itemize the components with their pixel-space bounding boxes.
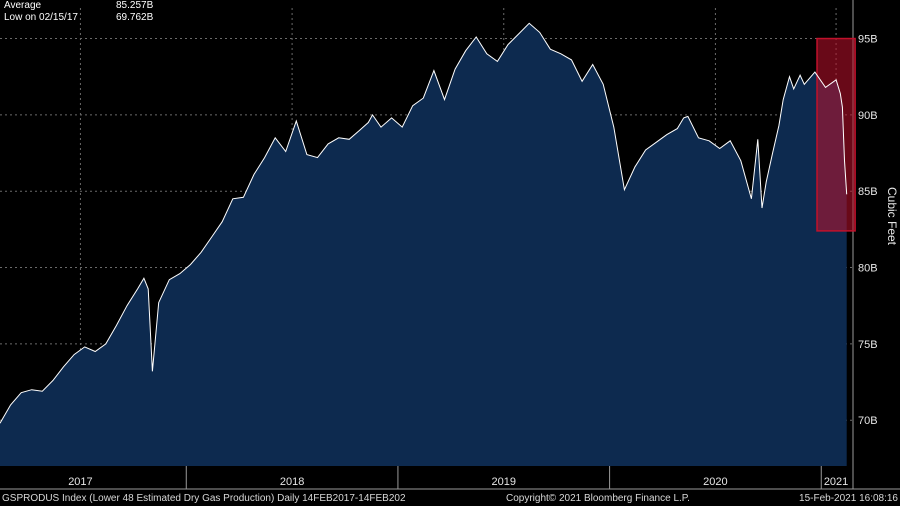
legend-average-value: 85.257B: [116, 0, 154, 11]
y-tick-label: 85B: [858, 186, 878, 198]
x-tick-label: 2019: [492, 476, 516, 488]
x-tick-label: 2017: [68, 476, 92, 488]
legend-low-value: 69.762B: [116, 12, 154, 23]
legend-average: Average 85.257B: [4, 0, 166, 12]
y-tick-label: 80B: [858, 263, 878, 275]
y-tick-label: 70B: [858, 415, 878, 427]
series-area: [0, 23, 847, 467]
y-axis: 70B 75B 80B 85B 90B 95B: [858, 34, 878, 428]
legend: Average 85.257B Low on 02/15/17 69.762B: [4, 0, 166, 24]
footer-index-description: GSPRODUS Index (Lower 48 Estimated Dry G…: [2, 493, 406, 504]
footer: GSPRODUS Index (Lower 48 Estimated Dry G…: [0, 493, 900, 505]
y-tick-label: 95B: [858, 34, 878, 46]
x-tick-label: 2020: [703, 476, 727, 488]
legend-average-label: Average: [4, 0, 42, 11]
y-tick-label: 75B: [858, 339, 878, 351]
series-line: [0, 22, 848, 424]
x-tick-label: 2021: [824, 476, 848, 488]
legend-low: Low on 02/15/17 69.762B: [4, 12, 166, 24]
x-tick-label: 2018: [280, 476, 304, 488]
x-axis: 2017 2018 2019 2020 2021: [68, 476, 848, 488]
footer-timestamp: 15-Feb-2021 16:08:16: [799, 493, 898, 504]
y-axis-label: Cubic Feet: [885, 187, 899, 246]
legend-low-label: Low on 02/15/17: [4, 12, 78, 23]
footer-copyright: Copyright© 2021 Bloomberg Finance L.P.: [506, 493, 690, 504]
highlight-box: [816, 37, 856, 232]
y-tick-label: 90B: [858, 110, 878, 122]
